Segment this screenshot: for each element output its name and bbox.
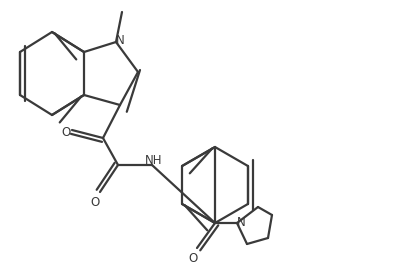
Text: N: N [237, 215, 245, 229]
Text: O: O [188, 252, 198, 265]
Text: NH: NH [145, 154, 163, 167]
Text: O: O [61, 125, 71, 139]
Text: N: N [116, 33, 124, 46]
Text: O: O [90, 195, 100, 209]
